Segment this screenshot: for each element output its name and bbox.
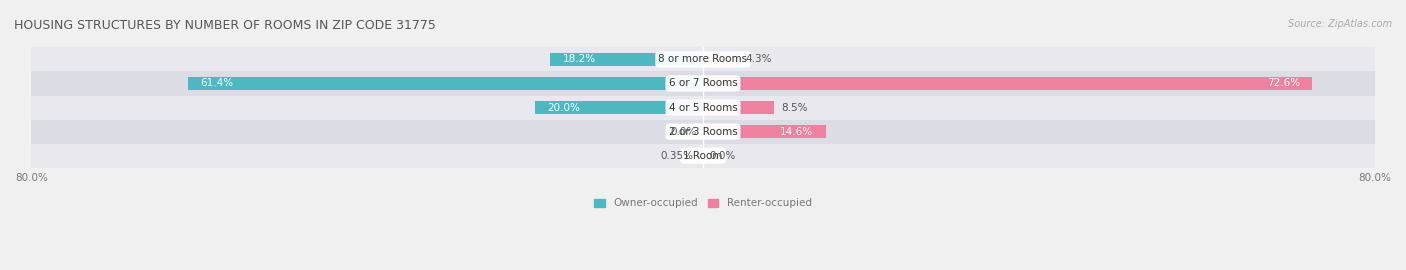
Bar: [536, 101, 703, 114]
Bar: [31, 72, 1375, 96]
Bar: [31, 144, 1375, 168]
Bar: [187, 77, 703, 90]
Bar: [703, 53, 740, 66]
Bar: [31, 48, 1375, 72]
Text: 1 Room: 1 Room: [683, 151, 723, 161]
Text: 0.0%: 0.0%: [710, 151, 735, 161]
Legend: Owner-occupied, Renter-occupied: Owner-occupied, Renter-occupied: [595, 198, 811, 208]
Text: 0.0%: 0.0%: [671, 127, 696, 137]
Bar: [700, 149, 703, 162]
Text: 8.5%: 8.5%: [782, 103, 807, 113]
Text: 0.35%: 0.35%: [661, 151, 693, 161]
Text: 61.4%: 61.4%: [200, 79, 233, 89]
Text: 14.6%: 14.6%: [780, 127, 813, 137]
Text: Source: ZipAtlas.com: Source: ZipAtlas.com: [1288, 19, 1392, 29]
Text: 4.3%: 4.3%: [745, 55, 772, 65]
Text: 18.2%: 18.2%: [562, 55, 596, 65]
Text: 2 or 3 Rooms: 2 or 3 Rooms: [669, 127, 737, 137]
Text: 4 or 5 Rooms: 4 or 5 Rooms: [669, 103, 737, 113]
Text: 8 or more Rooms: 8 or more Rooms: [658, 55, 748, 65]
Text: HOUSING STRUCTURES BY NUMBER OF ROOMS IN ZIP CODE 31775: HOUSING STRUCTURES BY NUMBER OF ROOMS IN…: [14, 19, 436, 32]
Text: 72.6%: 72.6%: [1267, 79, 1301, 89]
Text: 20.0%: 20.0%: [548, 103, 581, 113]
Bar: [31, 120, 1375, 144]
Bar: [550, 53, 703, 66]
Bar: [703, 101, 775, 114]
Bar: [31, 96, 1375, 120]
Text: 6 or 7 Rooms: 6 or 7 Rooms: [669, 79, 737, 89]
Bar: [703, 77, 1312, 90]
Bar: [703, 125, 825, 138]
